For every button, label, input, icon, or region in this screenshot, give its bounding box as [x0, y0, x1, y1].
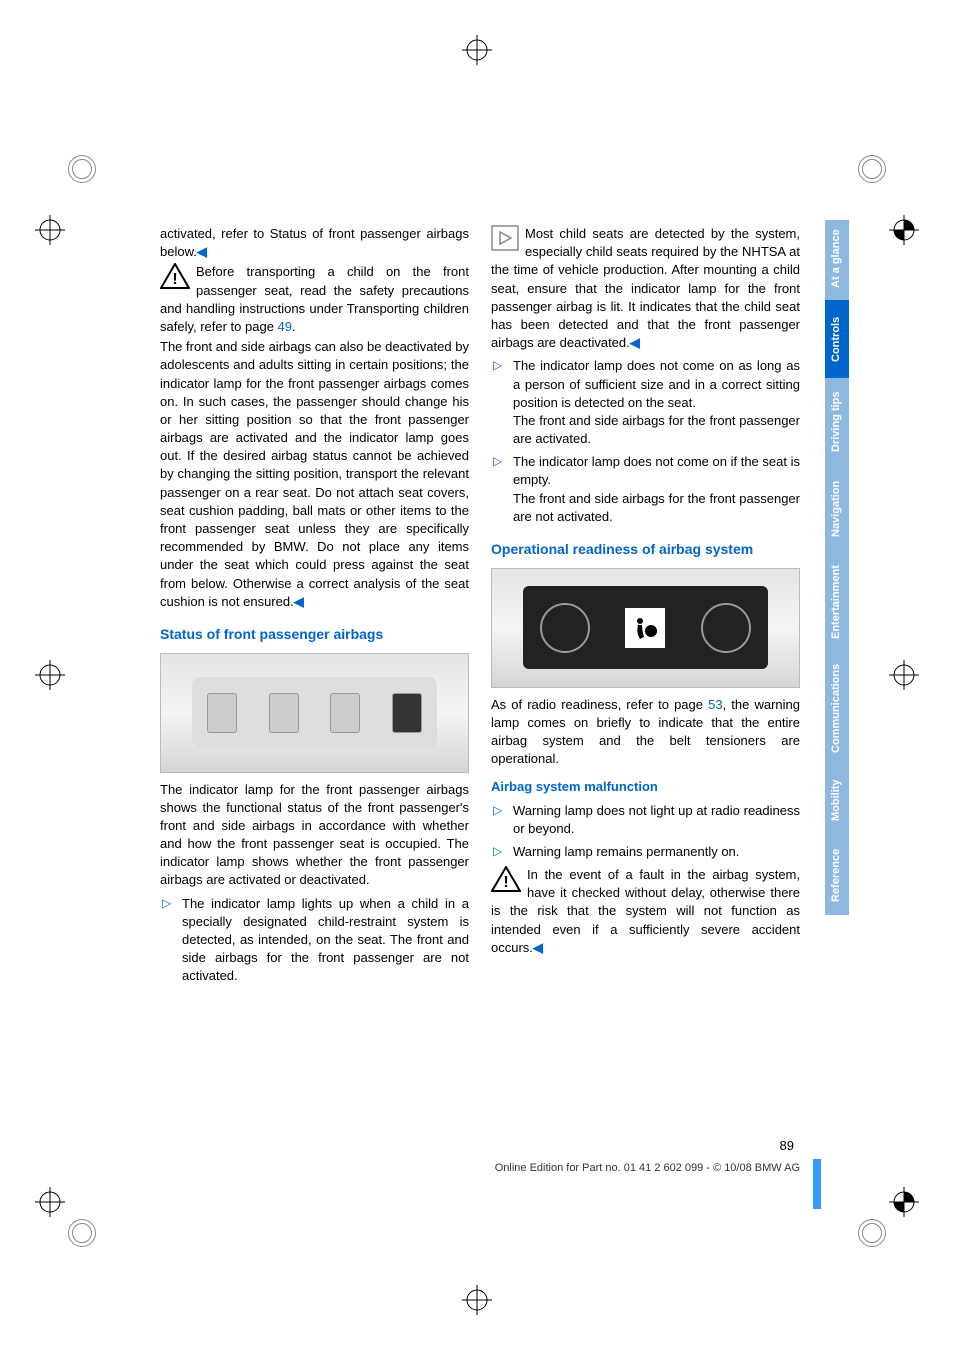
list-item: The indicator lamp does not come on as l…	[491, 357, 800, 448]
page-reference-link[interactable]: 49	[278, 319, 292, 334]
body-text: activated, refer to Status of front pass…	[160, 225, 469, 261]
body-text: The indicator lamp for the front passeng…	[160, 781, 469, 890]
list-item: Warning lamp remains permanently on.	[491, 843, 800, 861]
registration-mark-icon	[889, 1187, 919, 1217]
list-item: Warning lamp does not light up at radio …	[491, 802, 800, 838]
right-column: Most child seats are detected by the sys…	[491, 225, 800, 991]
section-tab[interactable]: At a glance	[825, 220, 849, 300]
section-heading: Status of front passenger airbags	[160, 625, 469, 645]
section-tab[interactable]: Reference	[825, 835, 849, 915]
page-edge-marker	[813, 1159, 821, 1209]
registration-mark-icon	[35, 1187, 65, 1217]
section-tab[interactable]: Controls	[825, 300, 849, 378]
figure-dashboard-overhead	[160, 653, 469, 773]
registration-mark-icon	[889, 215, 919, 245]
warning-block: ! Before transporting a child on the fro…	[160, 263, 469, 336]
svg-text:!: !	[503, 874, 508, 891]
registration-mark-icon	[35, 215, 65, 245]
section-tab[interactable]: Navigation	[825, 466, 849, 552]
note-block: Most child seats are detected by the sys…	[491, 225, 800, 352]
bullet-list: The indicator lamp lights up when a chil…	[160, 895, 469, 986]
crop-mark-icon	[858, 155, 886, 183]
section-heading: Operational readiness of airbag system	[491, 540, 800, 560]
crop-mark-icon	[68, 1219, 96, 1247]
registration-mark-icon	[889, 660, 919, 690]
registration-mark-icon	[462, 1285, 492, 1315]
warning-icon: !	[491, 866, 521, 897]
registration-mark-icon	[462, 35, 492, 65]
section-tab[interactable]: Entertainment	[825, 552, 849, 652]
page-body: activated, refer to Status of front pass…	[160, 225, 800, 991]
section-tab[interactable]: Driving tips	[825, 378, 849, 466]
warning-icon: !	[160, 263, 190, 294]
warning-block: ! In the event of a fault in the airbag …	[491, 866, 800, 957]
svg-text:!: !	[172, 271, 177, 288]
crop-mark-icon	[68, 155, 96, 183]
registration-mark-icon	[35, 660, 65, 690]
crop-mark-icon	[858, 1219, 886, 1247]
body-text: The front and side airbags can also be d…	[160, 338, 469, 611]
note-icon	[491, 225, 519, 256]
section-tabs: At a glanceControlsDriving tipsNavigatio…	[825, 220, 849, 915]
left-column: activated, refer to Status of front pass…	[160, 225, 469, 991]
section-tab[interactable]: Mobility	[825, 765, 849, 835]
bullet-list: Warning lamp does not light up at radio …	[491, 802, 800, 862]
footer-text: Online Edition for Part no. 01 41 2 602 …	[160, 1161, 800, 1176]
body-text: As of radio readiness, refer to page 53,…	[491, 696, 800, 769]
page-number: 89	[780, 1137, 794, 1155]
bullet-list: The indicator lamp does not come on as l…	[491, 357, 800, 526]
list-item: The indicator lamp does not come on if t…	[491, 453, 800, 526]
figure-instrument-cluster	[491, 568, 800, 688]
page-reference-link[interactable]: 53	[708, 697, 722, 712]
list-item: The indicator lamp lights up when a chil…	[160, 895, 469, 986]
sub-heading: Airbag system malfunction	[491, 778, 800, 796]
section-tab[interactable]: Communications	[825, 652, 849, 765]
airbag-warning-icon	[625, 608, 665, 648]
